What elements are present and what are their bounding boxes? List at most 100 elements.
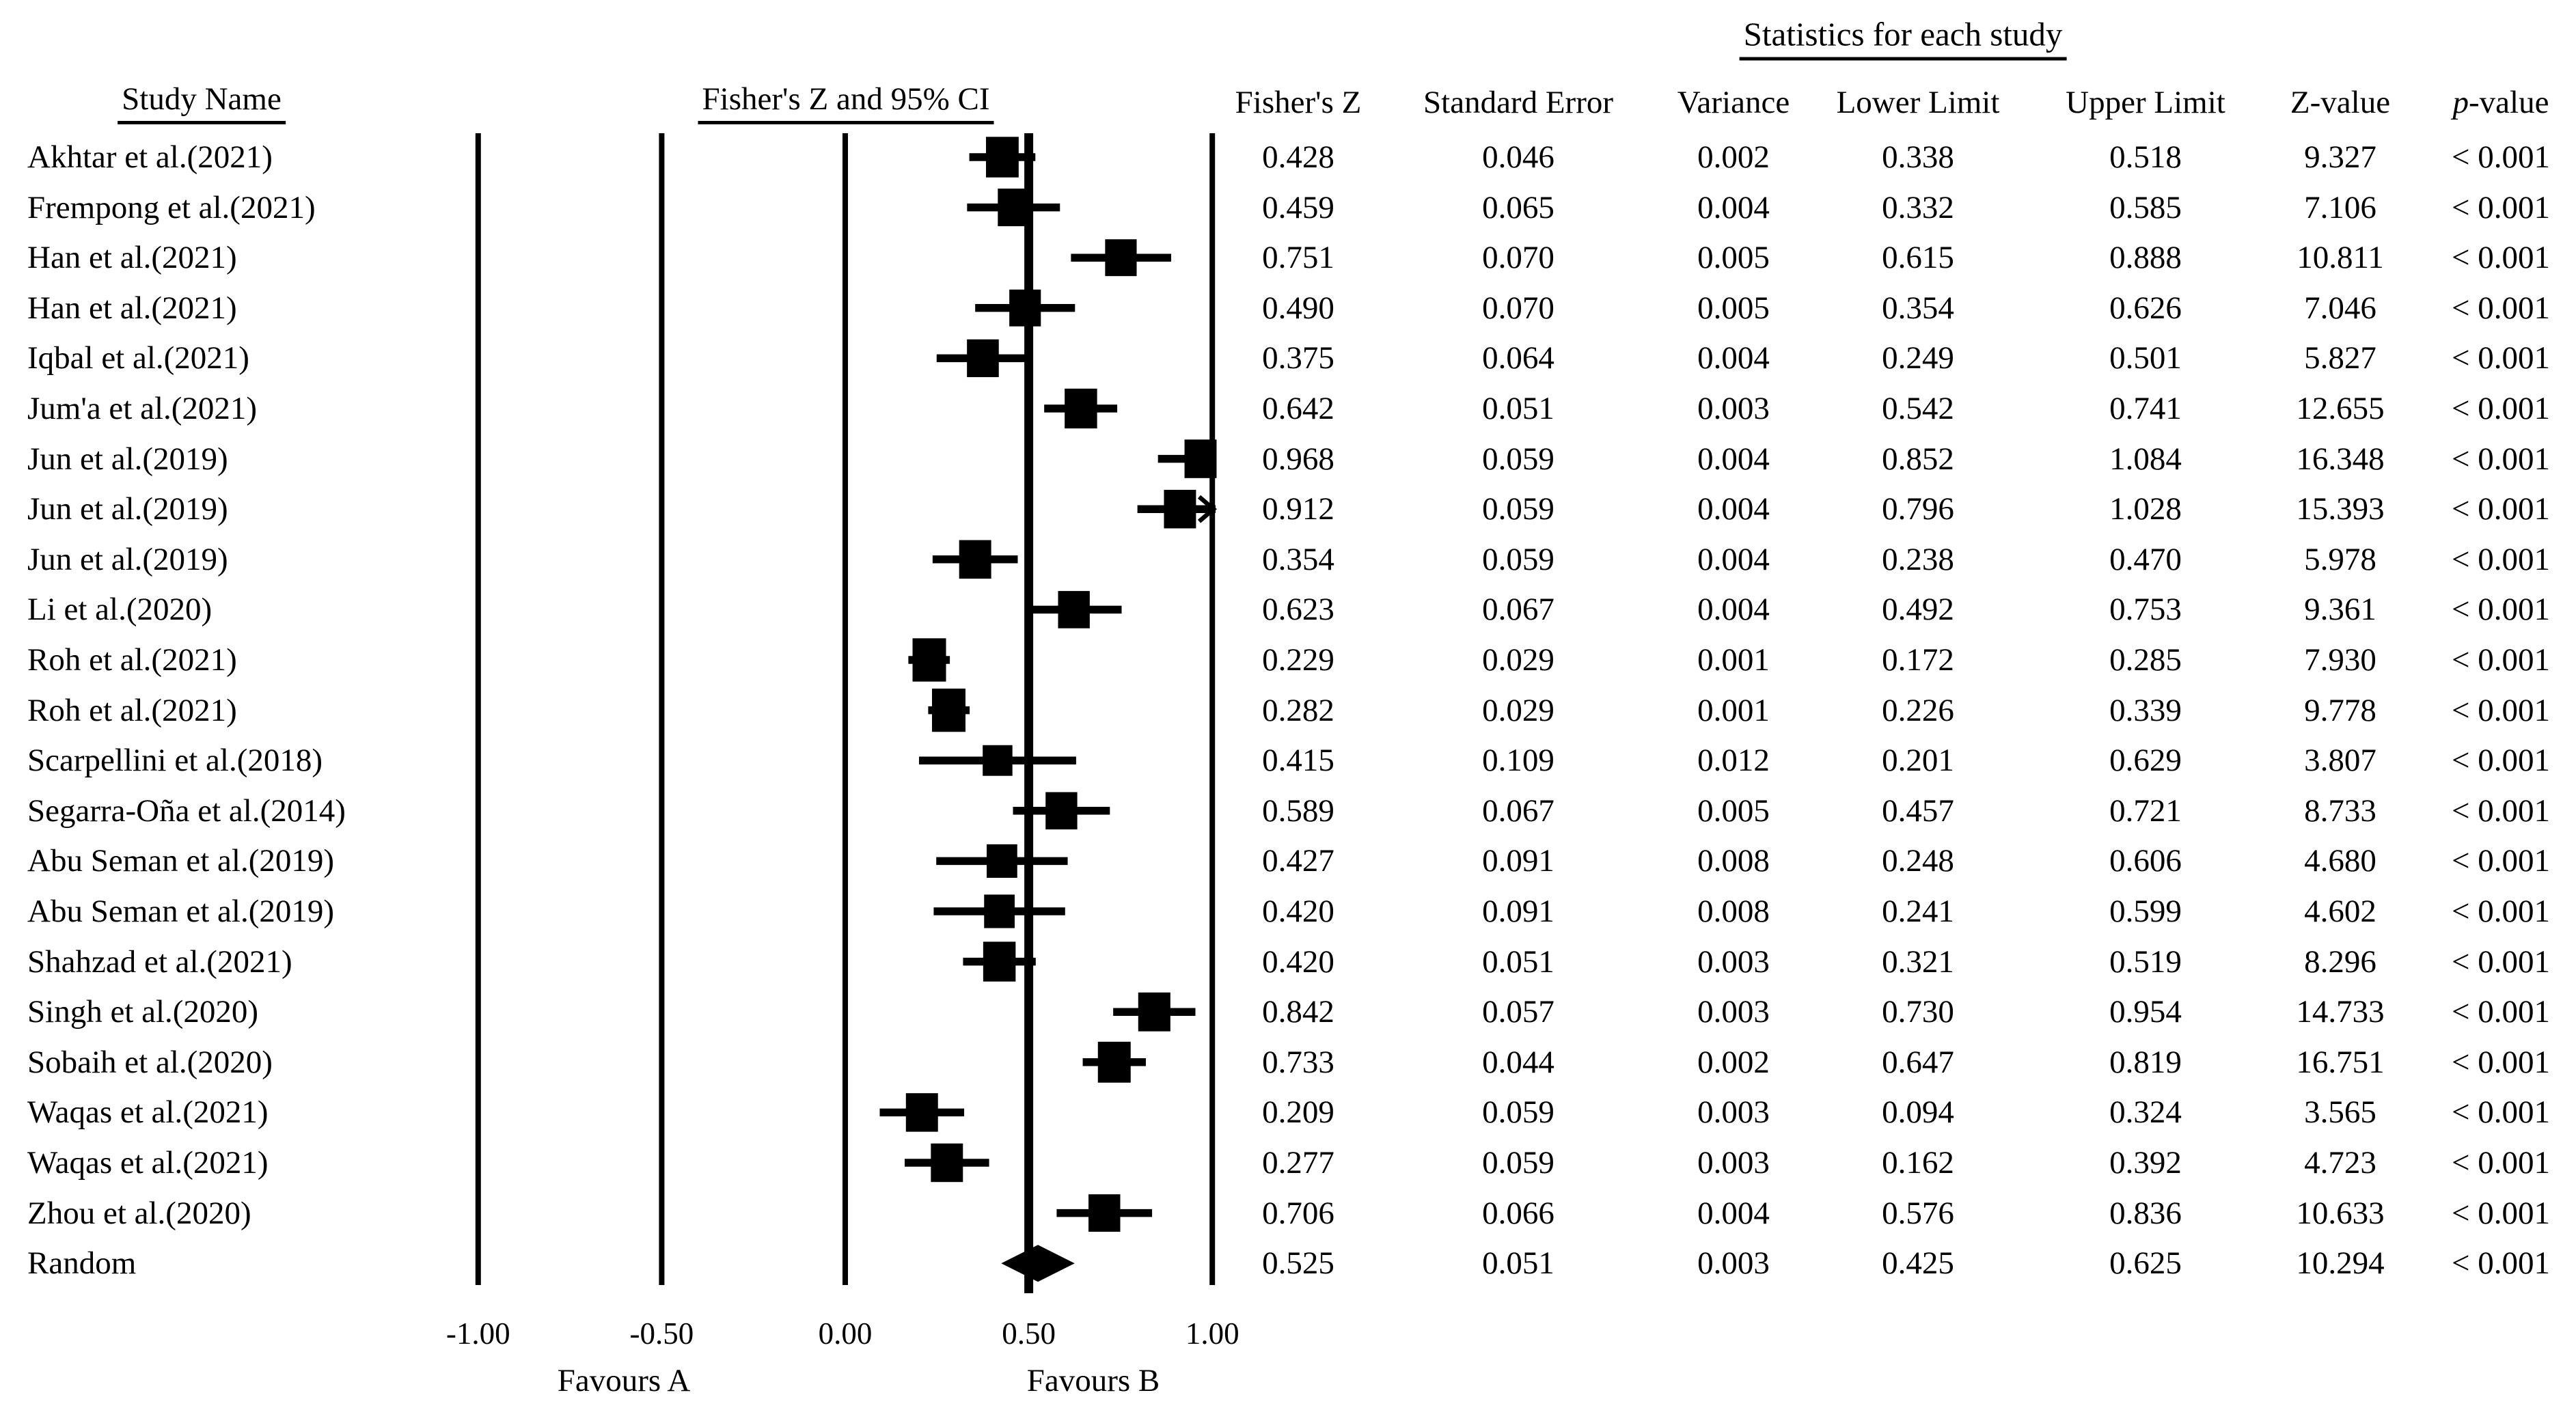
cell-standard-error: 0.091 <box>1482 894 1554 929</box>
study-name-label: Han et al.(2021) <box>27 240 237 276</box>
cell-standard-error: 0.065 <box>1482 189 1554 225</box>
cell-z-value: 4.602 <box>2304 894 2376 929</box>
cell-z-value: 7.106 <box>2304 189 2376 225</box>
effect-marker <box>931 688 965 732</box>
cell-z-value: 9.361 <box>2304 592 2376 628</box>
effect-marker <box>1105 239 1137 277</box>
cell-upper-limit: 0.625 <box>2109 1245 2182 1282</box>
cell-upper-limit: 0.392 <box>2109 1145 2182 1181</box>
cell-upper-limit: 0.721 <box>2109 792 2182 829</box>
effect-marker <box>1065 388 1097 429</box>
stats-section-title: Statistics for each study <box>1739 15 2067 61</box>
cell-variance: 0.002 <box>1697 1044 1770 1080</box>
cell-variance: 0.002 <box>1697 139 1770 175</box>
cell-p-value: < 0.001 <box>2451 943 2551 980</box>
cell-p-value: < 0.001 <box>2451 994 2551 1030</box>
cell-standard-error: 0.070 <box>1482 240 1554 276</box>
cell-z-value: 8.296 <box>2304 943 2376 980</box>
study-name-label: Random <box>27 1245 137 1282</box>
x-tick-label: 0.00 <box>818 1316 873 1351</box>
cell-standard-error: 0.059 <box>1482 541 1554 577</box>
effect-marker <box>983 941 1016 982</box>
favours-a-label: Favours A <box>557 1363 691 1398</box>
cell-p-value: < 0.001 <box>2451 1145 2551 1181</box>
cell-fishers-z: 0.589 <box>1262 792 1334 829</box>
cell-fishers-z: 0.751 <box>1262 240 1334 276</box>
cell-variance: 0.004 <box>1697 592 1770 628</box>
column-header-standard-error: Standard Error <box>1423 85 1613 120</box>
cell-fishers-z: 0.428 <box>1262 139 1334 175</box>
cell-z-value: 4.680 <box>2304 843 2376 879</box>
column-header-p-value: p-value <box>2452 85 2549 120</box>
cell-lower-limit: 0.094 <box>1882 1094 1954 1131</box>
effect-marker <box>1138 992 1170 1032</box>
cell-upper-limit: 0.585 <box>2109 189 2182 225</box>
cell-upper-limit: 0.518 <box>2109 139 2182 175</box>
cell-standard-error: 0.066 <box>1482 1195 1554 1231</box>
cell-variance: 0.001 <box>1697 692 1770 728</box>
effect-marker <box>1088 1194 1121 1232</box>
cell-z-value: 8.733 <box>2304 792 2376 829</box>
cell-fishers-z: 0.375 <box>1262 340 1334 376</box>
column-header-variance: Variance <box>1677 85 1790 120</box>
effect-marker <box>912 638 946 682</box>
study-name-label: Scarpellini et al.(2018) <box>27 743 323 779</box>
cell-lower-limit: 0.249 <box>1882 340 1954 376</box>
cell-upper-limit: 0.285 <box>2109 642 2182 678</box>
cell-standard-error: 0.059 <box>1482 1145 1554 1181</box>
cell-standard-error: 0.059 <box>1482 491 1554 527</box>
cell-upper-limit: 0.819 <box>2109 1044 2182 1080</box>
column-header-upper-limit: Upper Limit <box>2066 85 2225 120</box>
cell-standard-error: 0.059 <box>1482 1094 1554 1131</box>
cell-z-value: 9.327 <box>2304 139 2376 175</box>
cell-lower-limit: 0.852 <box>1882 441 1954 477</box>
cell-fishers-z: 0.420 <box>1262 894 1334 929</box>
cell-lower-limit: 0.457 <box>1882 792 1954 829</box>
column-header-lower-limit: Lower Limit <box>1836 85 2000 120</box>
cell-p-value: < 0.001 <box>2451 1245 2551 1282</box>
effect-marker <box>1097 1041 1131 1083</box>
cell-z-value: 10.811 <box>2297 240 2384 276</box>
cell-variance: 0.003 <box>1697 1145 1770 1181</box>
effect-marker <box>1164 489 1196 529</box>
study-name-label: Abu Seman et al.(2019) <box>27 843 335 879</box>
study-name-label: Jun et al.(2019) <box>27 441 228 477</box>
effect-marker <box>1045 792 1078 830</box>
cell-z-value: 16.751 <box>2296 1044 2385 1080</box>
cell-lower-limit: 0.542 <box>1882 391 1954 426</box>
study-name-label: Jum'a et al.(2021) <box>27 391 258 426</box>
cell-fishers-z: 0.642 <box>1262 391 1334 426</box>
cell-p-value: < 0.001 <box>2451 189 2551 225</box>
cell-lower-limit: 0.492 <box>1882 592 1954 628</box>
cell-variance: 0.003 <box>1697 943 1770 980</box>
study-name-label: Frempong et al.(2021) <box>27 189 316 225</box>
cell-variance: 0.004 <box>1697 441 1770 477</box>
cell-upper-limit: 0.324 <box>2109 1094 2182 1131</box>
cell-variance: 0.001 <box>1697 642 1770 678</box>
cell-lower-limit: 0.201 <box>1882 743 1954 779</box>
cell-z-value: 16.348 <box>2296 441 2385 477</box>
cell-standard-error: 0.091 <box>1482 843 1554 879</box>
favours-b-label: Favours B <box>1026 1363 1160 1398</box>
cell-p-value: < 0.001 <box>2451 592 2551 628</box>
cell-p-value: < 0.001 <box>2451 692 2551 728</box>
cell-upper-limit: 0.501 <box>2109 340 2182 376</box>
cell-fishers-z: 0.354 <box>1262 541 1334 577</box>
cell-p-value: < 0.001 <box>2451 792 2551 829</box>
study-name-label: Iqbal et al.(2021) <box>27 340 249 376</box>
study-name-label: Li et al.(2020) <box>27 592 213 628</box>
study-name-label: Roh et al.(2021) <box>27 642 237 678</box>
cell-variance: 0.004 <box>1697 491 1770 527</box>
ci-truncation-arrow-icon <box>1197 495 1217 523</box>
cell-variance: 0.005 <box>1697 290 1770 326</box>
cell-z-value: 9.778 <box>2304 692 2376 728</box>
study-name-label: Jun et al.(2019) <box>27 541 228 577</box>
cell-p-value: < 0.001 <box>2451 642 2551 678</box>
cell-variance: 0.003 <box>1697 1094 1770 1131</box>
cell-lower-limit: 0.238 <box>1882 541 1954 577</box>
cell-variance: 0.004 <box>1697 189 1770 225</box>
cell-variance: 0.003 <box>1697 391 1770 426</box>
cell-z-value: 15.393 <box>2296 491 2385 527</box>
cell-standard-error: 0.051 <box>1482 1245 1554 1282</box>
